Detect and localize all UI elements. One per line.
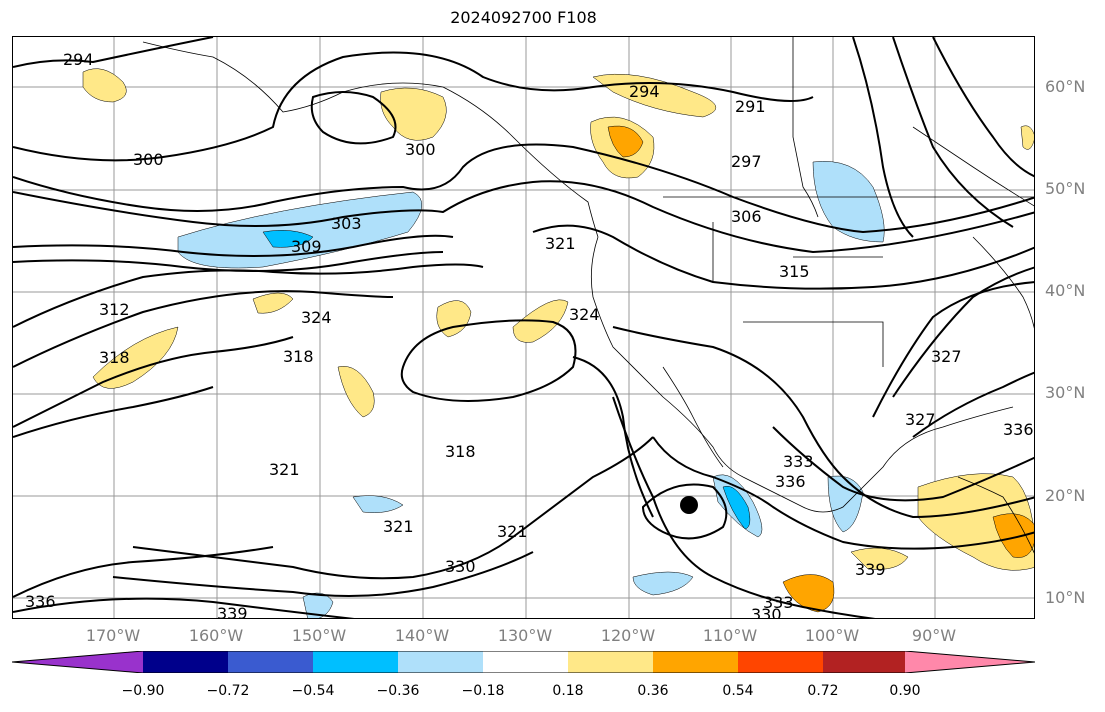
colorbar-tick-label: 0.72 xyxy=(807,683,839,699)
contour-label: 300 xyxy=(133,150,164,169)
positive-anomaly xyxy=(92,326,179,389)
positive-anomaly-strong xyxy=(607,125,644,158)
lat-label: 10°N xyxy=(1045,588,1086,607)
lat-label: 60°N xyxy=(1045,77,1086,96)
positive-anomaly xyxy=(252,292,294,314)
contour-label: 294 xyxy=(63,50,94,69)
contour-label: 321 xyxy=(545,234,576,253)
contour-label: 321 xyxy=(497,522,528,541)
contour-labels: 294 300 300 303 309 312 318 324 318 321 … xyxy=(25,50,1034,619)
contour-label: 324 xyxy=(569,305,600,324)
colorbar xyxy=(12,651,1035,673)
colorbar-segment xyxy=(568,651,653,673)
contour-label: 330 xyxy=(445,557,476,576)
contour-lines xyxy=(13,37,1034,618)
colorbar-tick-label: −0.18 xyxy=(461,683,505,699)
contour-label: 339 xyxy=(217,604,248,619)
positive-anomaly xyxy=(436,300,472,338)
contour-label: 336 xyxy=(775,472,806,491)
colorbar-segment xyxy=(313,651,398,673)
contour-label: 318 xyxy=(283,347,314,366)
lon-label: 170°W xyxy=(85,626,141,645)
colorbar-segment xyxy=(398,651,483,673)
colorbar-tick-label: −0.72 xyxy=(206,683,250,699)
contour-label: 321 xyxy=(383,517,414,536)
contour-label: 297 xyxy=(731,152,762,171)
negative-anomaly xyxy=(177,191,422,269)
lon-label: 140°W xyxy=(394,626,450,645)
lon-label: 90°W xyxy=(911,626,957,645)
colorbar-tick-label: 0.90 xyxy=(889,683,921,699)
negative-anomaly-strong xyxy=(722,485,751,530)
negative-anomaly xyxy=(632,571,694,596)
contour-label: 318 xyxy=(99,348,130,367)
map-panel: 294 300 300 303 309 312 318 324 318 321 … xyxy=(12,36,1035,619)
colorbar-segment xyxy=(653,651,738,673)
contour-label: 303 xyxy=(331,214,362,233)
colorbar-segment xyxy=(823,651,905,673)
negative-anomaly-strong xyxy=(262,230,314,248)
contour-label: 324 xyxy=(301,308,332,327)
positive-anomaly xyxy=(82,68,127,103)
colorbar-tick-label: 0.18 xyxy=(552,683,584,699)
lon-label: 120°W xyxy=(600,626,656,645)
contour-label: 330 xyxy=(751,605,782,619)
contour-label: 327 xyxy=(931,347,962,366)
positive-anomaly xyxy=(380,87,447,141)
contour-label: 294 xyxy=(629,82,660,101)
lat-label: 20°N xyxy=(1045,486,1086,505)
contour-label: 309 xyxy=(291,237,322,256)
contour-label: 318 xyxy=(445,442,476,461)
colorbar-tick-label: 0.36 xyxy=(637,683,669,699)
storm-center-marker xyxy=(680,496,698,514)
contour-label: 306 xyxy=(731,207,762,226)
negative-anomaly xyxy=(352,495,404,513)
lon-label: 150°W xyxy=(291,626,347,645)
colorbar-segment xyxy=(905,651,1035,673)
positive-anomaly xyxy=(850,547,909,570)
colorbar-tick-label: 0.54 xyxy=(722,683,754,699)
contour-label: 312 xyxy=(99,300,130,319)
shaded-anomalies xyxy=(82,68,1034,618)
lat-label: 40°N xyxy=(1045,281,1086,300)
lon-label: 160°W xyxy=(188,626,244,645)
negative-anomaly xyxy=(812,161,885,243)
colorbar-segment xyxy=(228,651,313,673)
colorbar-segment xyxy=(483,651,568,673)
contour-label: 336 xyxy=(25,592,56,611)
contour-label: 321 xyxy=(269,460,300,479)
colorbar-segment xyxy=(143,651,228,673)
positive-anomaly xyxy=(592,73,716,118)
map-canvas: 294 300 300 303 309 312 318 324 318 321 … xyxy=(13,37,1034,619)
lon-label: 130°W xyxy=(497,626,553,645)
contour-label: 336 xyxy=(1003,420,1034,439)
contour-label: 333 xyxy=(763,593,794,612)
lat-label: 30°N xyxy=(1045,383,1086,402)
positive-anomaly-strong xyxy=(782,574,835,613)
map-title: 2024092700 F108 xyxy=(450,8,597,27)
contour-label: 327 xyxy=(905,410,936,429)
contour-label: 315 xyxy=(779,262,810,281)
positive-anomaly xyxy=(337,366,375,418)
negative-anomaly xyxy=(302,592,334,618)
positive-anomaly xyxy=(1020,125,1034,150)
colorbar-tick-label: −0.54 xyxy=(291,683,335,699)
lon-label: 100°W xyxy=(804,626,860,645)
lat-label: 50°N xyxy=(1045,179,1086,198)
colorbar-segment xyxy=(12,651,143,673)
contour-label: 339 xyxy=(855,560,886,579)
contour-label: 291 xyxy=(735,97,766,116)
contour-label: 333 xyxy=(783,452,814,471)
lon-label: 110°W xyxy=(702,626,758,645)
contour-label: 300 xyxy=(405,140,436,159)
colorbar-segment xyxy=(738,651,823,673)
colorbar-tick-label: −0.36 xyxy=(376,683,420,699)
colorbar-tick-label: −0.90 xyxy=(121,683,165,699)
